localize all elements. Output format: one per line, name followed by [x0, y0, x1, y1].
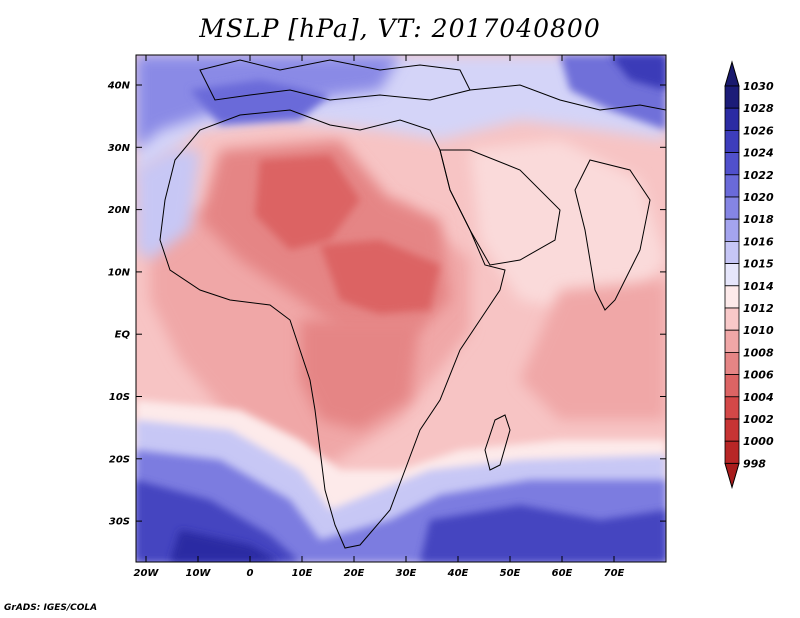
coast-asia-north	[469, 84, 666, 111]
plot-frame	[135, 54, 667, 563]
colorbar-swatch	[724, 329, 740, 353]
lat-label: EQ	[115, 330, 131, 341]
colorbar-swatch	[724, 129, 740, 153]
colorbar-label: 1014	[743, 280, 774, 293]
colorbar-label: 1028	[743, 102, 774, 115]
lon-label: 40E	[447, 568, 469, 579]
colorbar-label: 1008	[743, 346, 774, 359]
colorbar-swatch	[724, 374, 740, 398]
field-north-east-deep	[610, 55, 666, 90]
pressure-field	[136, 55, 666, 562]
colorbar-swatch	[724, 307, 740, 331]
lat-label: 20S	[109, 454, 130, 465]
colorbar-label: 1024	[743, 147, 774, 160]
lon-label: 20W	[134, 568, 160, 579]
colorbar-label: 1020	[743, 191, 774, 204]
colorbar-label: 1015	[743, 258, 774, 271]
colorbar-label: 1012	[743, 302, 774, 315]
field-south-1024-east	[420, 505, 666, 562]
colorbar-label: 1000	[743, 435, 774, 448]
field-central-africa	[300, 320, 420, 430]
coast-arabia	[439, 149, 561, 266]
colorbar-label: 1022	[743, 169, 774, 182]
colorbar-swatch	[724, 351, 740, 375]
colorbar-swatch	[724, 440, 740, 464]
field-south-1028	[170, 530, 280, 562]
lon-label: 10W	[186, 568, 212, 579]
colorbar-swatch	[724, 107, 740, 131]
colorbar-swatch	[724, 418, 740, 442]
colorbar-swatch	[724, 196, 740, 220]
longitude-axis: 20W 10W 0 10E 20E 30E 40E 50E 60E 70E	[134, 55, 625, 579]
lon-label: 60E	[552, 568, 573, 579]
lat-label: 10S	[109, 392, 130, 403]
lon-label: 30E	[396, 568, 417, 579]
credit-text: GrADS: IGES/COLA	[4, 603, 98, 613]
field-sudan-core	[320, 240, 440, 315]
coastlines	[159, 59, 666, 549]
colorbar-label: 1002	[743, 413, 774, 426]
colorbar-swatch	[724, 218, 740, 242]
map-title: MSLP [hPa], VT: 2017040800	[199, 14, 601, 43]
lat-label: 30S	[109, 517, 130, 528]
colorbar-label: 1018	[743, 213, 774, 226]
latitude-axis: 40N 30N 20N 10N EQ 10S 20S 30S	[107, 81, 666, 528]
colorbar-swatch	[724, 85, 740, 109]
field-sahara-core	[255, 155, 360, 250]
colorbar-label: 1016	[743, 235, 774, 248]
colorbar-label: 998	[743, 457, 766, 470]
lon-label: 50E	[500, 568, 521, 579]
lon-label: 10E	[292, 568, 313, 579]
coast-india	[574, 159, 651, 311]
lon-label: 20E	[344, 568, 365, 579]
colorbar-label: 1006	[743, 369, 774, 382]
colorbar-swatch	[724, 240, 740, 264]
colorbar-label: 1030	[743, 80, 774, 93]
lat-label: 10N	[108, 267, 131, 278]
colorbar-swatch	[724, 396, 740, 420]
colorbar-swatch	[724, 263, 740, 287]
field-india-indian-ocean	[520, 280, 666, 420]
colorbar-label: 1004	[743, 391, 774, 404]
lat-label: 30N	[108, 143, 131, 154]
colorbar-swatch	[724, 152, 740, 176]
lon-label: 70E	[604, 568, 625, 579]
colorbar-swatch	[724, 174, 740, 198]
colorbar: 1030 1028 1026 1024 1022 1020 1018 1016 1015 1014…	[724, 60, 774, 490]
colorbar-label: 1010	[743, 324, 774, 337]
field-arabia-light	[470, 140, 666, 320]
coast-madagascar	[484, 414, 511, 471]
coast-africa	[159, 109, 506, 549]
colorbar-top-arrow	[724, 60, 740, 87]
field-atlantic-high	[136, 150, 200, 260]
lat-label: 40N	[107, 81, 131, 92]
colorbar-swatch	[724, 285, 740, 309]
colorbar-label: 1026	[743, 124, 774, 137]
lat-label: 20N	[108, 205, 131, 216]
lon-label: 0	[247, 568, 254, 579]
colorbar-bottom-arrow	[724, 462, 740, 490]
